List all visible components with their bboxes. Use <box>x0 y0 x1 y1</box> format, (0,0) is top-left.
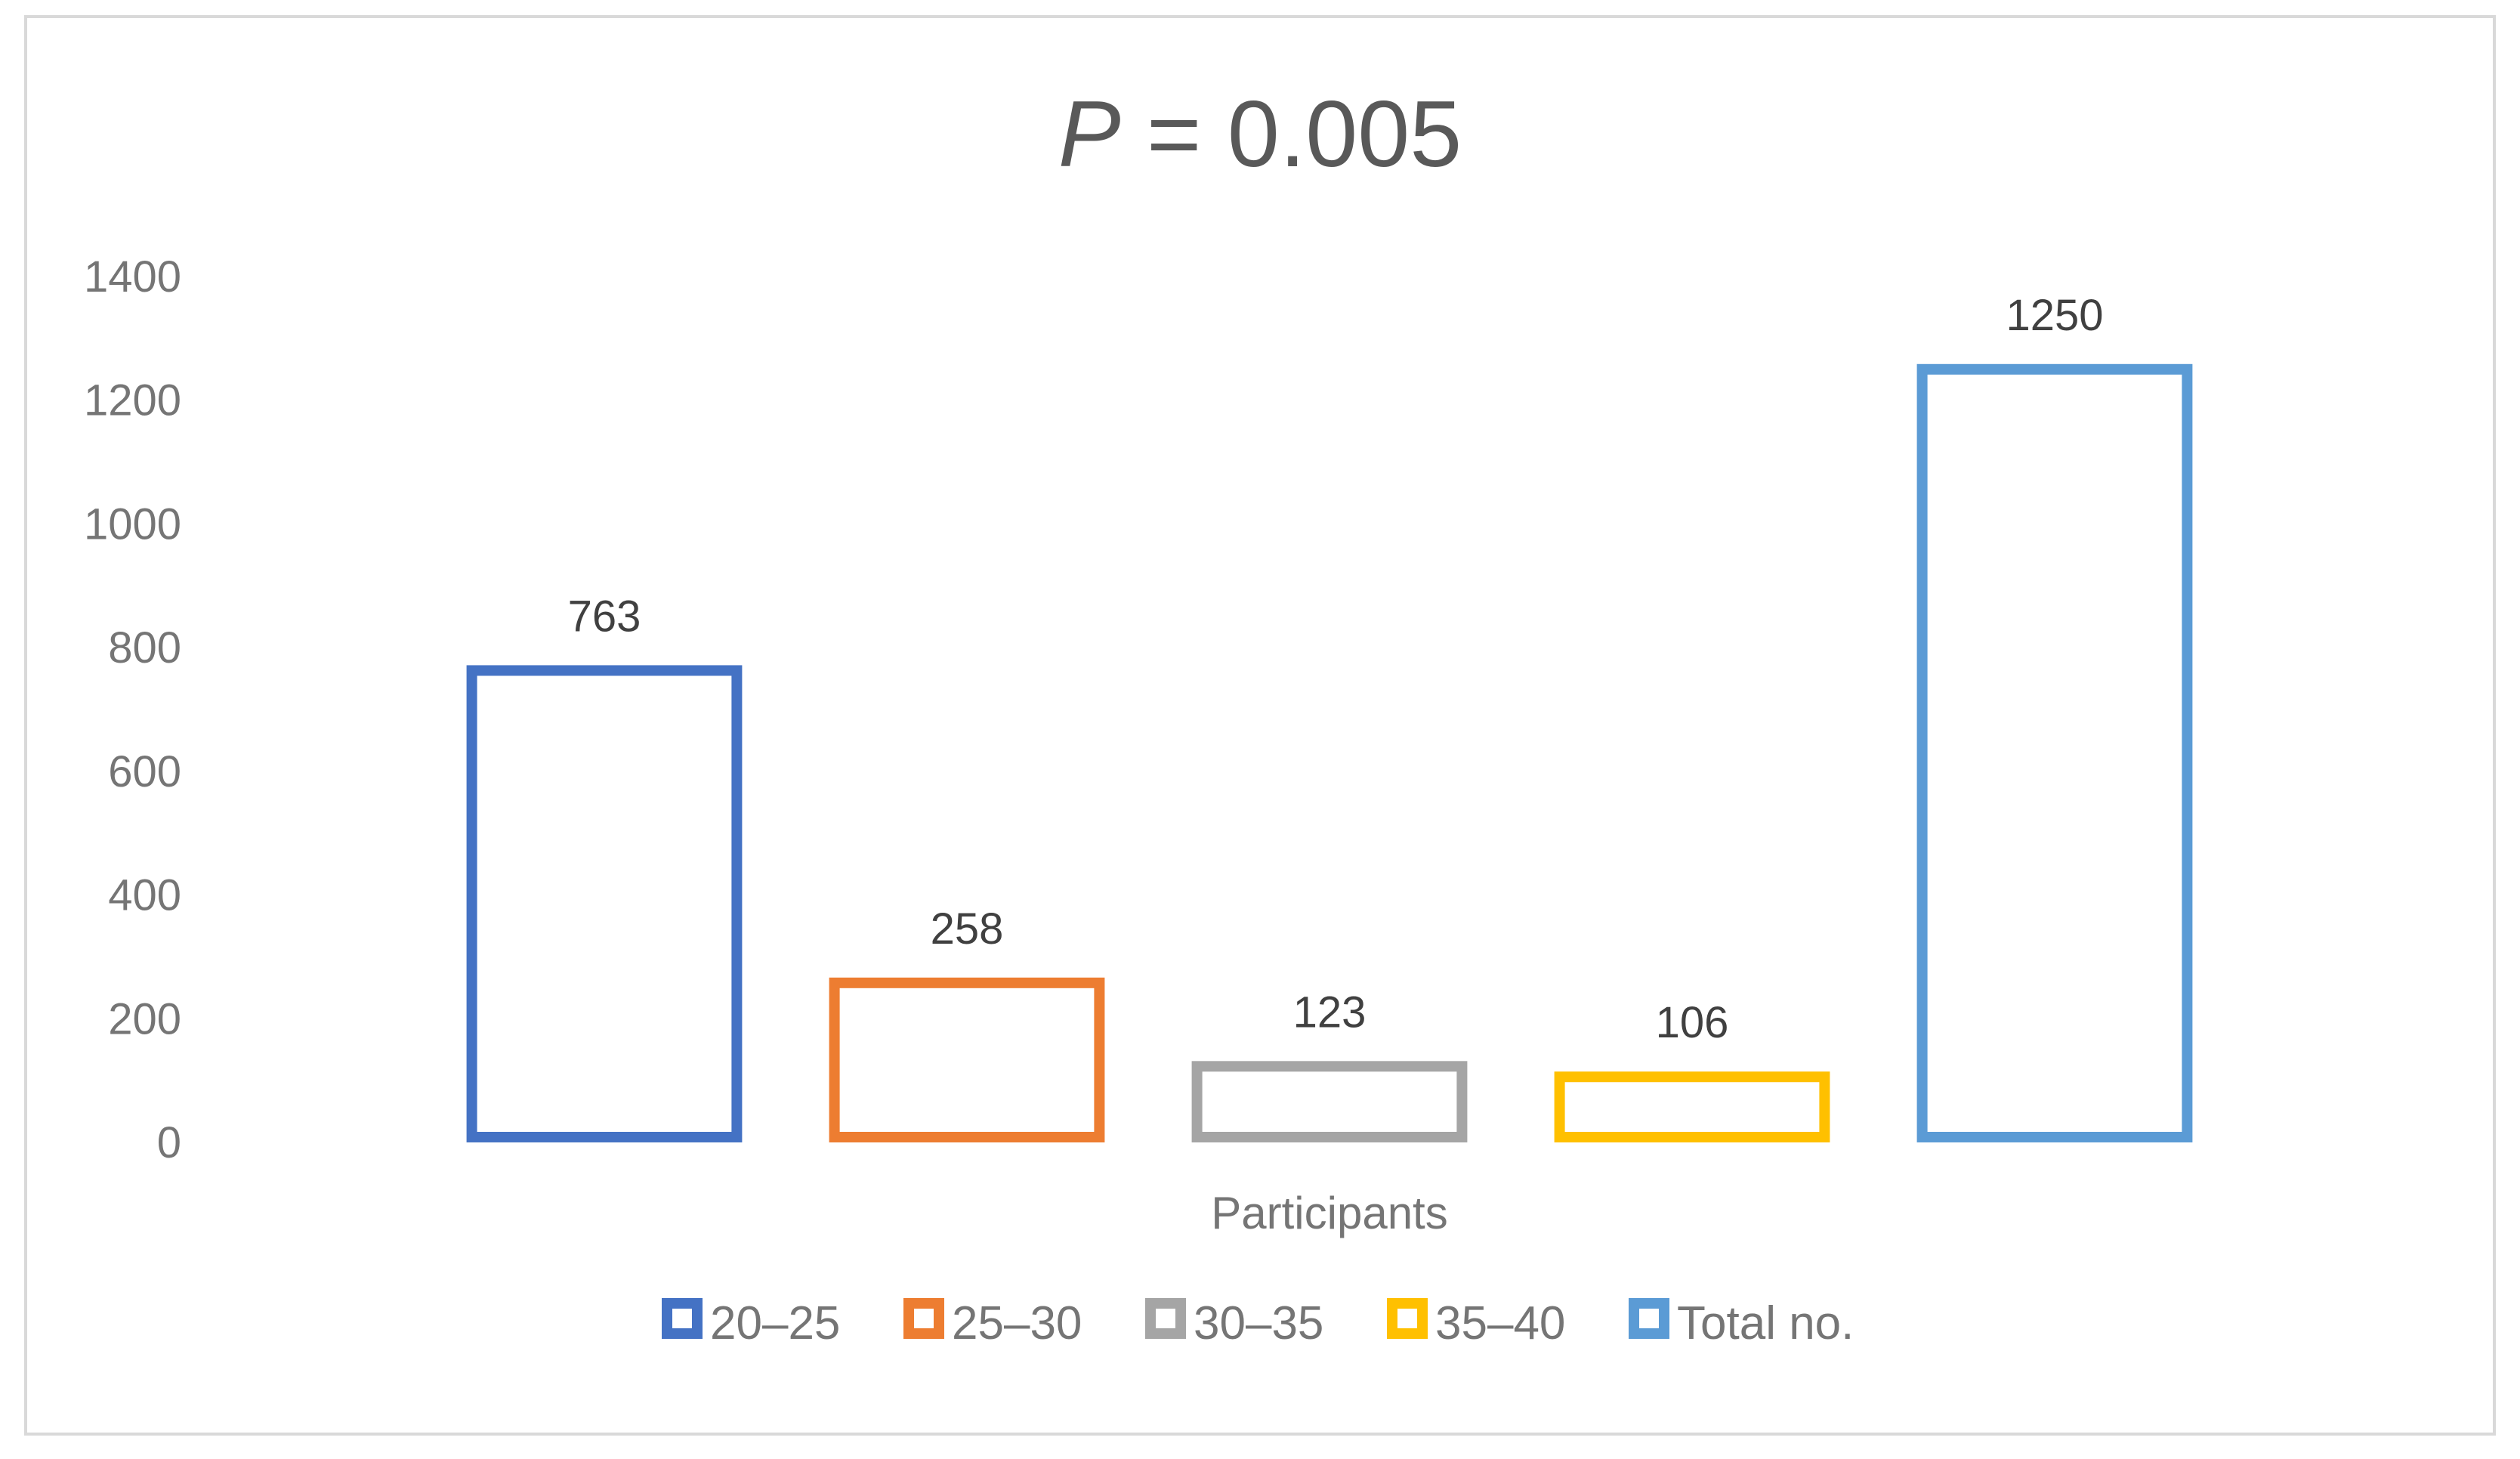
y-tick-label: 1200 <box>84 376 181 425</box>
legend-label-2: 25–30 <box>952 1297 1082 1349</box>
y-tick-label: 400 <box>108 871 181 920</box>
legend-label-3: 30–35 <box>1194 1297 1323 1349</box>
legend-swatch-4 <box>1387 1298 1428 1339</box>
y-tick-label: 1400 <box>84 252 181 301</box>
data-label-1: 763 <box>568 592 641 641</box>
data-label-4: 106 <box>1656 998 1729 1047</box>
y-tick-label: 1000 <box>84 499 181 549</box>
bar-3 <box>1191 1061 1468 1142</box>
x-axis-title: Participants <box>1211 1188 1447 1238</box>
chart-title: P = 0.005 <box>1058 82 1462 187</box>
y-tick-label: 0 <box>157 1118 181 1167</box>
data-label-3: 123 <box>1293 988 1367 1037</box>
y-axis-ticks: 0 200 400 600 800 1000 1200 1400 <box>84 252 181 1167</box>
y-tick-label: 600 <box>108 747 181 796</box>
data-label-2: 258 <box>931 904 1004 954</box>
data-labels: 763 258 123 106 1250 <box>568 291 2104 1047</box>
y-tick-label: 200 <box>108 994 181 1043</box>
legend-swatch-1 <box>662 1298 703 1339</box>
bars <box>466 363 2193 1143</box>
bar-2 <box>829 977 1105 1143</box>
legend-label-1: 20–25 <box>710 1297 840 1349</box>
legend-label-5: Total no. <box>1677 1297 1854 1349</box>
chart-frame <box>24 15 2496 1436</box>
legend-label-4: 35–40 <box>1435 1297 1565 1349</box>
bar-1 <box>466 665 743 1142</box>
y-tick-label: 800 <box>108 623 181 672</box>
data-label-5: 1250 <box>2006 291 2103 340</box>
bar-5 <box>1916 363 2193 1142</box>
legend: 20–25 25–30 30–35 35–40 Total no. <box>662 1297 1854 1349</box>
legend-swatch-3 <box>1145 1298 1186 1339</box>
bar-4 <box>1554 1071 1830 1143</box>
legend-swatch-5 <box>1629 1298 1669 1339</box>
legend-swatch-2 <box>903 1298 944 1339</box>
chart-title-italic: P <box>1058 82 1121 187</box>
chart-title-rest: = 0.005 <box>1121 82 1462 187</box>
